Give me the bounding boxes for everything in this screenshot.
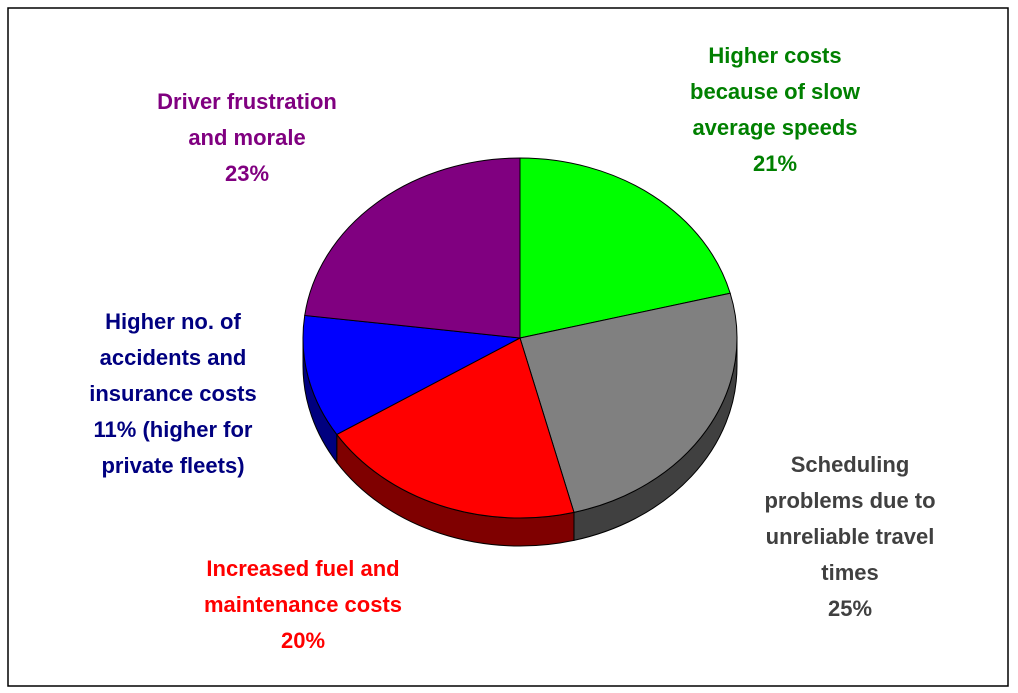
slice-label: times (821, 560, 878, 585)
slice-label: unreliable travel (766, 524, 935, 549)
value-label: private fleets) (101, 453, 244, 478)
slice (336, 337, 575, 519)
slice-label: Higher no. of (105, 309, 241, 334)
slice-label: because of slow (690, 79, 861, 104)
slice (519, 292, 738, 513)
value-label: 11% (higher for (94, 417, 253, 442)
slice-label: maintenance costs (204, 592, 402, 617)
value-label: 25% (828, 596, 872, 621)
slice (519, 157, 731, 339)
value-label: 23% (225, 161, 269, 186)
slice-label: Higher costs (708, 43, 841, 68)
slice-label: Driver frustration (157, 89, 337, 114)
slice-label: average speeds (692, 115, 857, 140)
slice-label: problems due to (764, 488, 935, 513)
slice (304, 157, 521, 339)
slice-label: and morale (188, 125, 305, 150)
slice-label: Scheduling (791, 452, 910, 477)
slice-label: Increased fuel and (206, 556, 399, 581)
slice-label: insurance costs (89, 381, 257, 406)
slice-label: accidents and (100, 345, 247, 370)
value-label: 20% (281, 628, 325, 653)
value-label: 21% (753, 151, 797, 176)
slice (302, 314, 522, 436)
